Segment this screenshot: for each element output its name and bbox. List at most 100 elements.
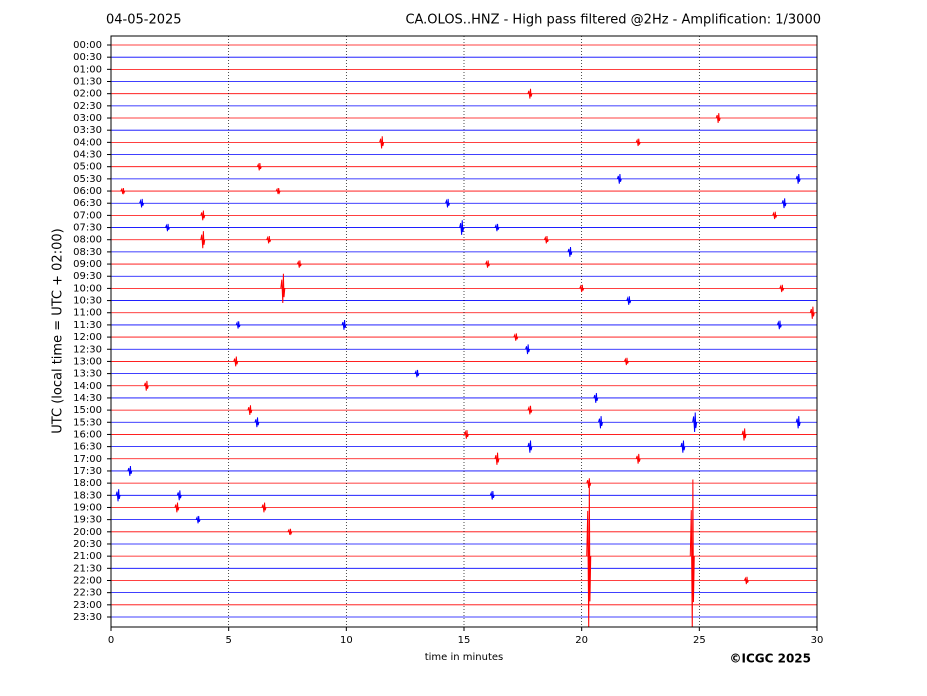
seismic-event bbox=[176, 490, 182, 501]
x-tick-label: 25 bbox=[693, 635, 706, 646]
seismic-event bbox=[772, 211, 778, 220]
y-axis-label: UTC (local time = UTC + 02:00) bbox=[51, 228, 66, 433]
y-tick-label: 12:00 bbox=[73, 332, 102, 343]
y-tick-label: 14:00 bbox=[73, 381, 102, 392]
y-tick-label: 14:30 bbox=[73, 393, 102, 404]
seismic-event bbox=[445, 198, 451, 208]
y-tick-label: 00:30 bbox=[73, 52, 102, 63]
y-tick-label: 01:30 bbox=[73, 77, 102, 88]
seismic-event bbox=[795, 173, 801, 184]
y-tick-label: 09:00 bbox=[73, 259, 102, 270]
seismic-event bbox=[379, 136, 385, 149]
seismic-event bbox=[261, 502, 267, 513]
seismic-event bbox=[494, 223, 500, 232]
seismic-event bbox=[266, 235, 272, 244]
y-tick-label: 13:00 bbox=[73, 356, 102, 367]
y-tick-label: 08:30 bbox=[73, 247, 102, 258]
seismic-event bbox=[254, 417, 260, 428]
y-tick-label: 02:00 bbox=[73, 89, 102, 100]
seismic-event bbox=[233, 356, 239, 367]
y-tick-label: 20:30 bbox=[73, 539, 102, 550]
seismic-event bbox=[489, 490, 495, 500]
y-tick-label: 23:30 bbox=[73, 612, 102, 623]
seismic-event bbox=[779, 284, 785, 293]
seismic-event bbox=[626, 296, 632, 305]
y-tick-label: 15:00 bbox=[73, 405, 102, 416]
seismic-event bbox=[459, 220, 465, 235]
seismic-event bbox=[692, 412, 698, 433]
y-tick-label: 05:00 bbox=[73, 162, 102, 173]
seismic-event bbox=[527, 405, 533, 415]
seismic-event bbox=[715, 113, 721, 123]
seismic-event bbox=[741, 428, 747, 441]
seismic-event bbox=[247, 405, 253, 416]
seismic-event bbox=[795, 416, 801, 429]
seismic-event bbox=[463, 429, 469, 439]
y-tick-label: 07:00 bbox=[73, 210, 102, 221]
y-tick-label: 19:30 bbox=[73, 515, 102, 526]
seismic-event bbox=[527, 88, 533, 99]
y-tick-label: 00:00 bbox=[73, 40, 102, 51]
y-tick-label: 03:00 bbox=[73, 113, 102, 124]
seismic-event bbox=[115, 489, 121, 502]
y-tick-label: 17:30 bbox=[73, 466, 102, 477]
plot-frame bbox=[110, 35, 818, 628]
x-tick-label: 5 bbox=[225, 635, 231, 646]
y-tick-label: 04:00 bbox=[73, 137, 102, 148]
seismic-event bbox=[809, 306, 815, 319]
seismic-event bbox=[275, 187, 281, 195]
seismic-event bbox=[195, 515, 201, 524]
seismic-event bbox=[689, 479, 695, 627]
y-tick-label: 05:30 bbox=[73, 174, 102, 185]
x-tick-label: 15 bbox=[458, 635, 471, 646]
copyright: ©ICGC 2025 bbox=[729, 652, 811, 666]
seismic-event bbox=[781, 198, 787, 209]
y-tick-label: 22:30 bbox=[73, 588, 102, 599]
y-tick-label: 23:00 bbox=[73, 600, 102, 611]
chart-title: CA.OLOS..HNZ - High pass filtered @2Hz -… bbox=[405, 13, 821, 28]
y-tick-label: 07:30 bbox=[73, 223, 102, 234]
x-tick-label: 0 bbox=[108, 635, 114, 646]
seismic-event bbox=[579, 284, 585, 293]
seismic-event bbox=[143, 380, 149, 391]
seismic-event bbox=[776, 320, 782, 330]
y-tick-label: 06:30 bbox=[73, 198, 102, 209]
y-tick-label: 13:30 bbox=[73, 369, 102, 380]
y-tick-label: 06:00 bbox=[73, 186, 102, 197]
seismic-event bbox=[616, 173, 622, 184]
seismic-event bbox=[200, 231, 206, 249]
y-tick-label: 10:00 bbox=[73, 283, 102, 294]
y-tick-label: 09:30 bbox=[73, 271, 102, 282]
seismic-event bbox=[593, 393, 599, 403]
seismic-event bbox=[513, 333, 519, 341]
seismic-event bbox=[527, 440, 533, 453]
seismic-event bbox=[256, 162, 262, 171]
x-tick-label: 20 bbox=[575, 635, 588, 646]
seismic-event bbox=[174, 502, 180, 513]
y-tick-label: 21:30 bbox=[73, 563, 102, 574]
seismic-event bbox=[743, 576, 749, 585]
y-tick-label: 17:00 bbox=[73, 454, 102, 465]
y-tick-label: 16:30 bbox=[73, 442, 102, 453]
seismic-event bbox=[296, 260, 302, 268]
y-tick-label: 03:30 bbox=[73, 125, 102, 136]
seismic-event bbox=[485, 260, 491, 268]
y-tick-label: 11:30 bbox=[73, 320, 102, 331]
y-tick-label: 16:00 bbox=[73, 429, 102, 440]
seismic-event bbox=[586, 480, 592, 627]
seismic-event bbox=[235, 321, 241, 329]
seismic-event bbox=[623, 357, 629, 366]
y-tick-label: 04:30 bbox=[73, 150, 102, 161]
y-tick-label: 20:00 bbox=[73, 527, 102, 538]
seismic-event bbox=[120, 187, 126, 195]
seismic-event bbox=[635, 453, 641, 464]
y-tick-label: 21:00 bbox=[73, 551, 102, 562]
y-tick-label: 12:30 bbox=[73, 344, 102, 355]
seismic-event bbox=[200, 210, 206, 221]
y-tick-label: 18:00 bbox=[73, 478, 102, 489]
y-tick-label: 11:00 bbox=[73, 308, 102, 319]
seismic-event bbox=[635, 138, 641, 147]
y-tick-label: 10:30 bbox=[73, 296, 102, 307]
seismic-event bbox=[280, 273, 286, 304]
